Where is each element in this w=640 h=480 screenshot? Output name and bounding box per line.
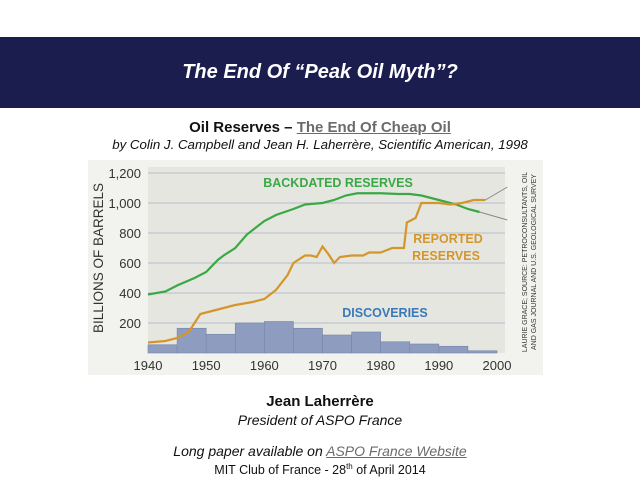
event-line: MIT Club of France - 28th of April 2014 [0, 462, 640, 477]
article-link[interactable]: The End Of Cheap Oil [296, 119, 451, 136]
author-name: Jean Laherrère [266, 393, 374, 410]
x-tick-label: 1990 [424, 358, 453, 373]
discovery-bar [176, 327, 207, 354]
plot-area [148, 167, 505, 353]
projection-arrow-up [485, 186, 508, 201]
paper-prefix: Long paper available on [173, 443, 327, 459]
aspo-website-link[interactable]: ASPO France Website [326, 443, 467, 459]
y-tick-label: 1,000 [108, 196, 141, 211]
x-tick-label: 1940 [134, 358, 163, 373]
reported-reserves-line [147, 198, 486, 344]
heading-prefix: Oil Reserves – [189, 119, 297, 136]
title-banner: The End Of “Peak Oil Myth”? [0, 37, 640, 108]
x-tick-label: 1970 [308, 358, 337, 373]
y-tick-label: 600 [119, 256, 141, 271]
discovery-bar [351, 331, 381, 354]
y-tick-label: 400 [119, 286, 141, 301]
author-role: President of ASPO France [237, 412, 403, 428]
discovery-bar [467, 350, 498, 354]
event-suffix: of April 2014 [352, 463, 426, 478]
y-tick-label: 800 [119, 226, 141, 241]
discovery-bar [234, 322, 265, 354]
discovery-bar [409, 343, 440, 354]
paper-note: Long paper available on ASPO France Webs… [0, 443, 640, 459]
event-prefix: MIT Club of France - 28 [214, 463, 347, 478]
backdated-label: BACKDATED RESERVES [263, 176, 413, 190]
y-tick-label: 200 [119, 316, 141, 331]
reported-label-1: REPORTED [413, 232, 482, 246]
discoveries-label: DISCOVERIES [342, 306, 427, 320]
slide-title: The End Of “Peak Oil Myth”? [182, 61, 458, 83]
discovery-bar [293, 327, 323, 354]
discovery-bar [264, 321, 294, 354]
x-tick-label: 2000 [483, 358, 512, 373]
source-line-1: LAURIE GRACE; SOURCE: PETROCONSULTANTS, … [522, 172, 529, 352]
y-axis-label: BILLIONS OF BARRELS [91, 183, 106, 333]
x-tick-label: 1950 [192, 358, 221, 373]
x-tick-label: 1980 [366, 358, 395, 373]
byline: by Colin J. Campbell and Jean H. Laherrè… [112, 137, 528, 152]
y-tick-label: 1,200 [108, 166, 141, 181]
discovery-bar [147, 344, 178, 354]
event-sup: th [346, 462, 353, 471]
discovery-bar [438, 345, 469, 354]
discovery-bar [380, 341, 411, 354]
chart-heading: Oil Reserves – The End Of Cheap Oil [0, 119, 640, 136]
discovery-bar [322, 334, 352, 354]
reported-label-2: RESERVES [412, 249, 480, 263]
projection-arrow-down [479, 211, 508, 221]
backdated-reserves-line [147, 192, 480, 296]
x-tick-label: 1960 [250, 358, 279, 373]
discovery-bar [205, 333, 236, 354]
source-line-2: AND GAS JOURNAL AND U.S. GEOLOGICAL SURV… [531, 174, 538, 350]
